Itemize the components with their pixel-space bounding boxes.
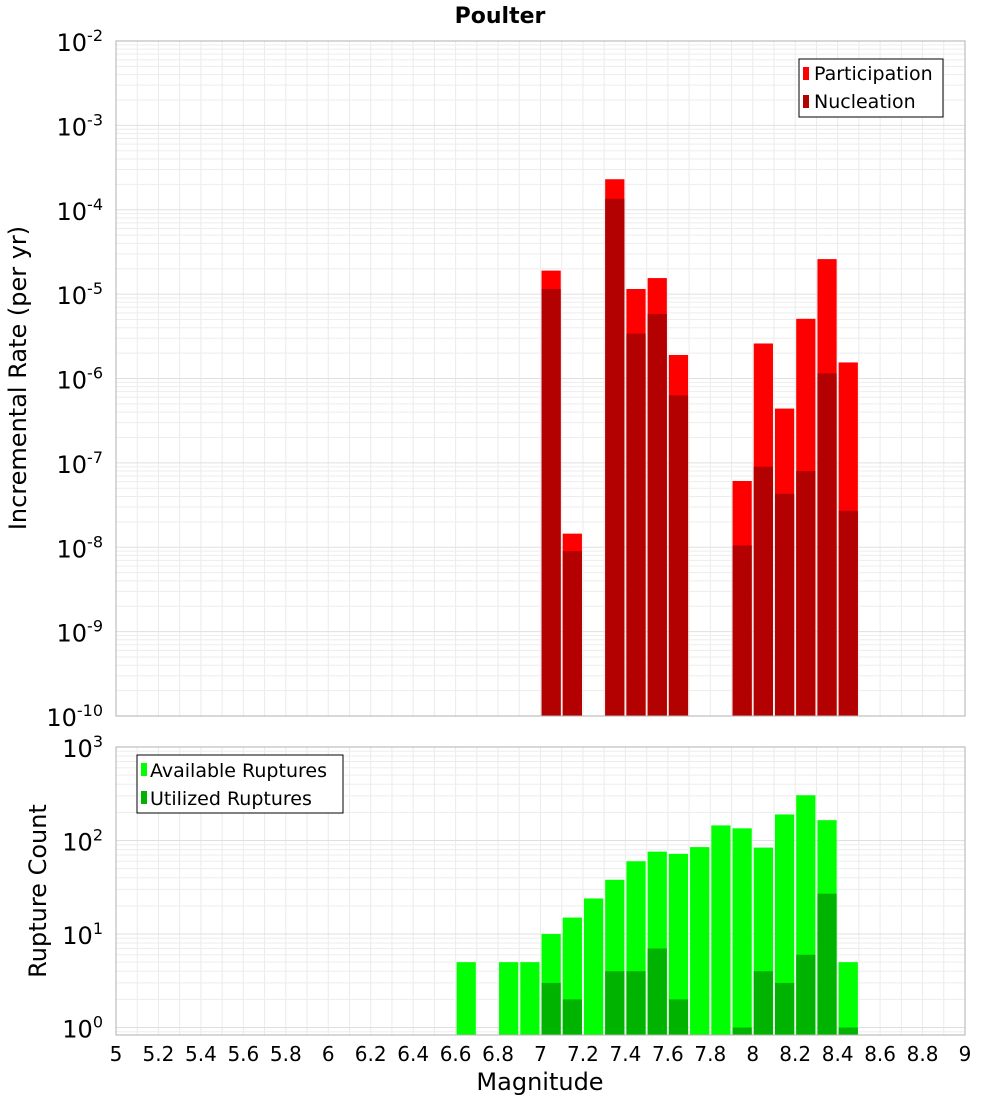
legend-label-nucleation: Nucleation — [814, 91, 916, 113]
top-y-tick-label: 10-3 — [57, 110, 104, 141]
top-y-tick-label: 10-9 — [57, 617, 104, 648]
x-tick-label: 8.6 — [864, 1042, 896, 1066]
x-tick-label: 8.4 — [822, 1042, 854, 1066]
x-tick-label: 7 — [534, 1042, 547, 1066]
bottom-panel: 100 101 102 103 5 5.2 5.4 5.6 5.8 6 6.2 6.4 6.6 6.8 7… — [24, 732, 971, 1096]
x-tick-label: 5 — [110, 1042, 123, 1066]
top-bar-nucleation — [817, 373, 837, 716]
bottom-bar-utilized-ruptures — [605, 971, 625, 1035]
top-y-tick-labels: 10-10 10-9 10-8 10-7 10-6 10-5 10-4 10-3 10-2 — [46, 26, 103, 732]
bottom-bar-available-ruptures — [668, 853, 689, 1035]
top-bar-nucleation — [562, 551, 582, 716]
legend-swatch-nucleation — [803, 95, 809, 108]
top-bar-nucleation — [626, 333, 646, 716]
top-bars — [541, 179, 858, 717]
x-tick-label: 7.2 — [567, 1042, 599, 1066]
bottom-plot-border — [115, 746, 966, 1036]
bottom-y-tick-labels: 100 101 102 103 — [62, 732, 103, 1044]
x-tick-label: 5.4 — [185, 1042, 217, 1066]
top-y-tick-label: 10-10 — [46, 701, 103, 732]
bottom-bar-utilized-ruptures — [541, 982, 561, 1035]
x-tick-label: 8 — [746, 1042, 759, 1066]
top-y-axis-title: Incremental Rate (per yr) — [4, 226, 32, 530]
legend-label-available-ruptures: Available Ruptures — [150, 760, 327, 782]
bottom-y-tick-label: 103 — [62, 732, 103, 763]
top-grid — [115, 41, 966, 717]
x-tick-label: 5.8 — [270, 1042, 302, 1066]
x-tick-label: 6.4 — [397, 1042, 429, 1066]
bottom-bar-available-ruptures — [838, 962, 858, 1035]
bottom-bar-utilized-ruptures — [668, 999, 689, 1035]
top-plot-border — [115, 40, 966, 717]
bottom-bar-available-ruptures — [520, 962, 540, 1035]
x-axis-title: Magnitude — [476, 1068, 603, 1096]
top-bar-nucleation — [732, 545, 752, 716]
bottom-bar-utilized-ruptures — [838, 1027, 858, 1035]
bottom-bar-utilized-ruptures — [774, 982, 795, 1035]
x-tick-label: 8.8 — [907, 1042, 939, 1066]
x-tick-label: 6.8 — [482, 1042, 514, 1066]
chart-title: Poulter — [455, 4, 546, 29]
top-bar-nucleation — [541, 289, 561, 716]
bottom-bar-available-ruptures — [456, 962, 476, 1035]
x-tick-label: 6.6 — [440, 1042, 472, 1066]
bottom-bar-utilized-ruptures — [647, 948, 667, 1035]
top-bar-nucleation — [838, 510, 858, 716]
top-bar-nucleation — [647, 314, 667, 716]
top-bar-nucleation — [753, 466, 773, 716]
x-tick-label: 9 — [959, 1042, 972, 1066]
bottom-bar-available-ruptures — [690, 847, 710, 1035]
x-tick-label: 7.8 — [694, 1042, 726, 1066]
bottom-bar-available-ruptures — [583, 898, 604, 1035]
bottom-y-tick-label: 102 — [62, 826, 103, 857]
legend-label-participation: Participation — [814, 63, 933, 85]
bottom-y-axis-title: Rupture Count — [24, 804, 52, 978]
bottom-bar-available-ruptures — [732, 828, 752, 1035]
x-tick-label: 6.2 — [355, 1042, 387, 1066]
bottom-legend-box — [136, 754, 344, 814]
x-tick-label: 7.6 — [652, 1042, 684, 1066]
top-y-tick-label: 10-7 — [57, 448, 104, 479]
bottom-y-tick-label: 100 — [62, 1013, 103, 1044]
legend-label-utilized-ruptures: Utilized Ruptures — [150, 788, 312, 810]
bottom-y-tick-label: 101 — [62, 919, 103, 950]
bottom-bars — [456, 795, 858, 1035]
top-bar-nucleation — [774, 493, 795, 716]
bottom-bar-utilized-ruptures — [817, 893, 837, 1035]
bottom-bar-utilized-ruptures — [732, 1027, 752, 1035]
x-tick-label: 5.2 — [143, 1042, 175, 1066]
x-tick-label: 7.4 — [609, 1042, 641, 1066]
bottom-bar-available-ruptures — [711, 825, 731, 1035]
top-y-tick-label: 10-6 — [57, 364, 104, 395]
bottom-bar-utilized-ruptures — [796, 954, 816, 1035]
top-y-tick-label: 10-2 — [57, 26, 104, 57]
bottom-bar-available-ruptures — [774, 814, 795, 1035]
x-tick-labels: 5 5.2 5.4 5.6 5.8 6 6.2 6.4 6.6 6.8 7 7.2 7.4 7.6 7.8 8… — [110, 1042, 972, 1066]
top-bar-nucleation — [605, 198, 625, 717]
x-tick-label: 8.2 — [779, 1042, 811, 1066]
bottom-bar-utilized-ruptures — [753, 971, 773, 1035]
x-tick-label: 5.6 — [227, 1042, 259, 1066]
legend-swatch-participation — [803, 67, 809, 80]
top-y-tick-label: 10-5 — [57, 279, 104, 310]
bottom-legend: Available Ruptures Utilized Ruptures — [136, 754, 344, 814]
bottom-bar-available-ruptures — [499, 962, 519, 1035]
top-bar-nucleation — [796, 471, 816, 716]
bottom-bar-utilized-ruptures — [562, 999, 582, 1035]
top-legend-box — [798, 58, 944, 118]
top-legend: Participation Nucleation — [798, 58, 944, 118]
top-y-tick-label: 10-8 — [57, 532, 104, 563]
bottom-bar-utilized-ruptures — [626, 971, 646, 1035]
top-bar-nucleation — [668, 395, 689, 716]
legend-swatch-utilized-ruptures — [141, 791, 147, 804]
top-y-tick-label: 10-4 — [57, 195, 104, 226]
top-panel: 10-10 10-9 10-8 10-7 10-6 10-5 10-4 10-3 10-2 In… — [4, 26, 966, 732]
legend-swatch-available-ruptures — [141, 763, 147, 776]
x-tick-label: 6 — [322, 1042, 335, 1066]
